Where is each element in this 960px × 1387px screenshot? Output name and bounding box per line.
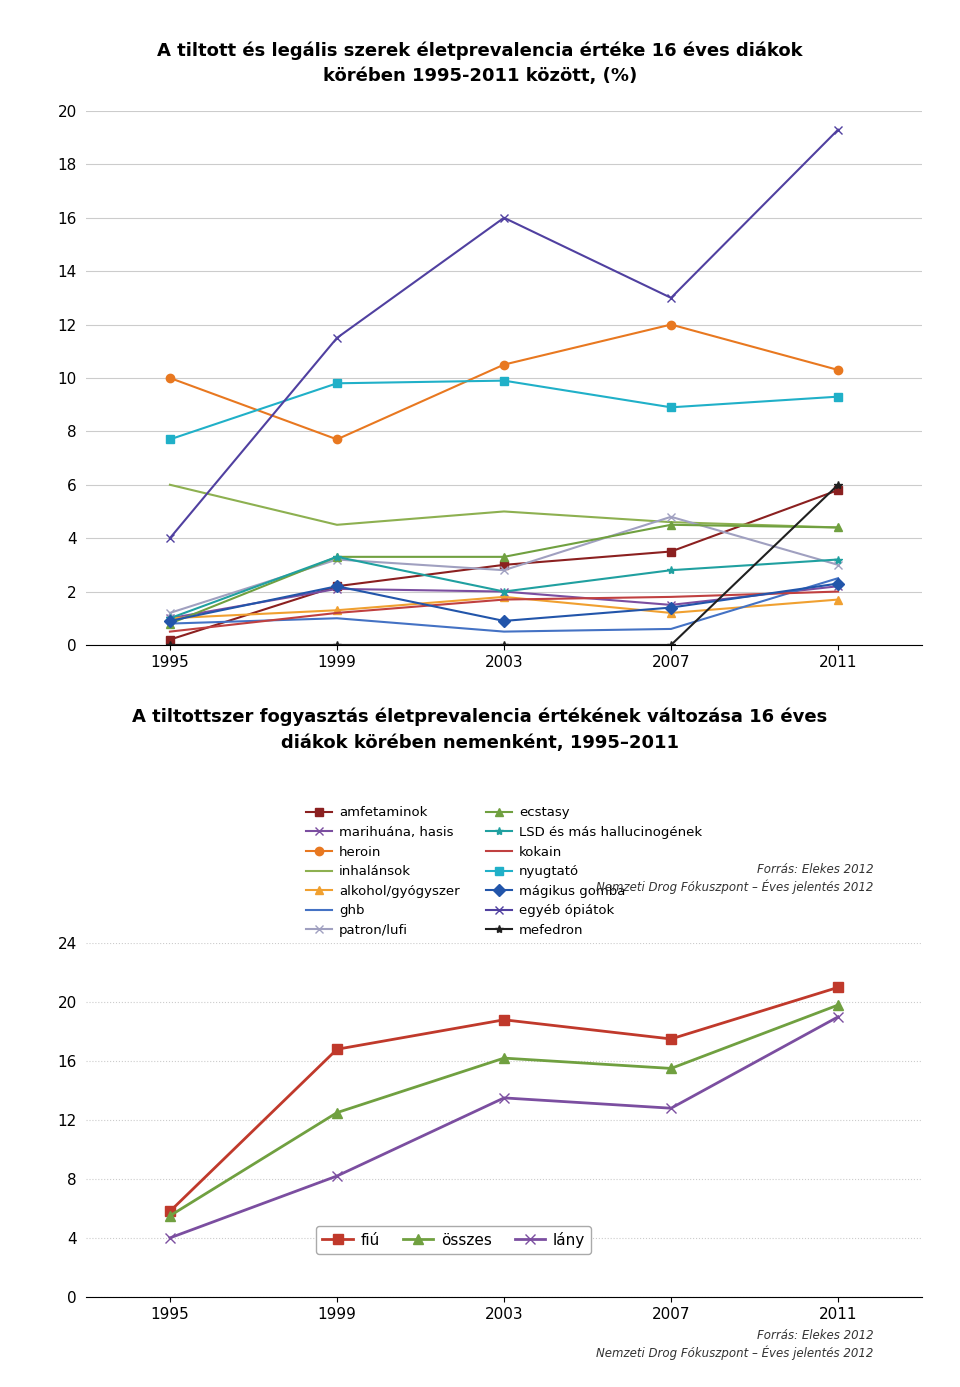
Text: A tiltott és legális szerek életprevalencia értéke 16 éves diákok: A tiltott és legális szerek életprevalen… <box>157 42 803 60</box>
Text: A tiltottszer fogyasztás életprevalencia értékének változása 16 éves: A tiltottszer fogyasztás életprevalencia… <box>132 707 828 725</box>
Text: Nemzeti Drog Fókuszpont – Éves jelentés 2012: Nemzeti Drog Fókuszpont – Éves jelentés … <box>596 1345 874 1359</box>
Text: körében 1995-2011 között, (%): körében 1995-2011 között, (%) <box>323 67 637 85</box>
Legend: fiú, összes, lány: fiú, összes, lány <box>317 1226 591 1254</box>
Text: Nemzeti Drog Fókuszpont – Éves jelentés 2012: Nemzeti Drog Fókuszpont – Éves jelentés … <box>596 879 874 893</box>
Legend: amfetaminok, marihuána, hasis, heroin, inhalánsok, alkohol/gyógyszer, ghb, patro: amfetaminok, marihuána, hasis, heroin, i… <box>300 802 708 942</box>
Text: Forrás: Elekes 2012: Forrás: Elekes 2012 <box>757 863 874 875</box>
Text: diákok körében nemenként, 1995–2011: diákok körében nemenként, 1995–2011 <box>281 734 679 752</box>
Text: Forrás: Elekes 2012: Forrás: Elekes 2012 <box>757 1329 874 1341</box>
